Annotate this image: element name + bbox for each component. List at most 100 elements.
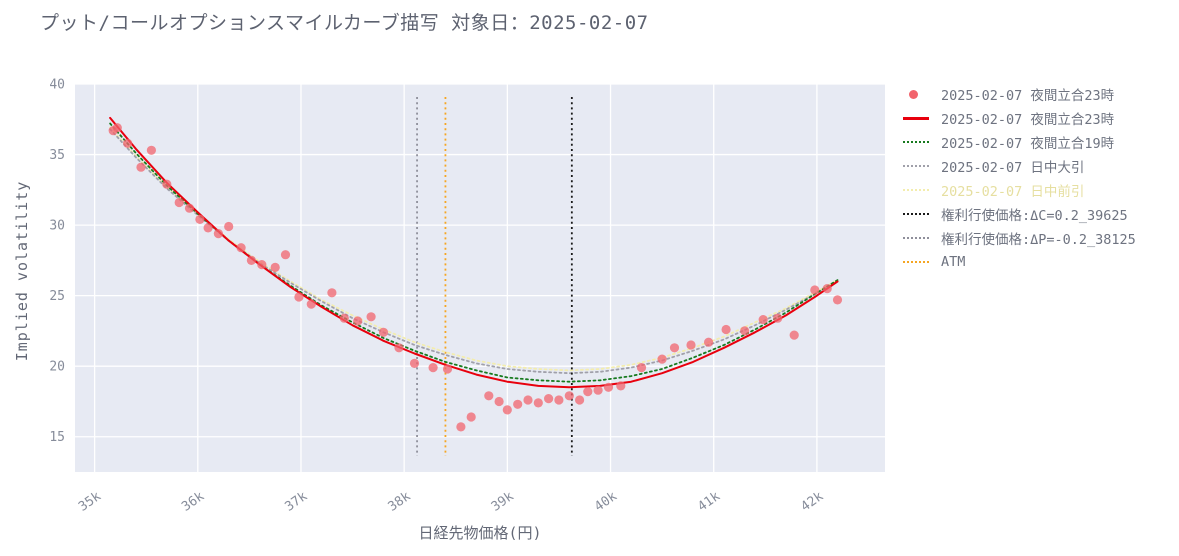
scatter-point — [544, 394, 554, 404]
scatter-point — [773, 313, 783, 323]
scatter-point — [236, 243, 246, 253]
x-tick-label: 42k — [798, 489, 826, 515]
x-axis-label: 日経先物価格(円) — [418, 524, 542, 542]
scatter-point — [123, 138, 133, 148]
y-tick-label: 40 — [49, 78, 65, 93]
scatter-point — [257, 260, 267, 270]
y-tick-label: 25 — [49, 289, 65, 304]
legend-label: 2025-02-07 日中大引 — [941, 160, 1085, 176]
scatter-point — [456, 422, 466, 432]
x-tick-label: 36k — [179, 489, 207, 515]
legend-marker-dotted-icon — [903, 141, 933, 143]
scatter-point — [327, 288, 337, 298]
line-series — [109, 126, 839, 372]
y-tick-label: 20 — [49, 360, 65, 375]
scatter-point — [353, 316, 363, 326]
scatter-point — [657, 354, 667, 364]
scatter-point — [583, 387, 593, 397]
scatter-point — [195, 214, 205, 224]
legend-item: ATM — [903, 250, 1136, 274]
scatter-point — [704, 337, 714, 347]
scatter-point — [294, 292, 304, 302]
page-title: プット/コールオプションスマイルカーブ描写 対象日：2025-02-07 — [40, 12, 649, 34]
scatter-point — [213, 229, 223, 239]
scatter-point — [203, 223, 213, 233]
x-tick-label: 35k — [76, 489, 104, 515]
scatter-point — [789, 330, 799, 340]
y-axis-label: Implied volatility — [13, 180, 31, 362]
scatter-point — [442, 364, 453, 374]
scatter-point — [280, 250, 291, 260]
x-tick-label: 37k — [282, 489, 310, 515]
scatter-point — [810, 285, 820, 295]
scatter-point — [270, 262, 280, 272]
scatter-point — [554, 395, 564, 405]
legend-item: 2025-02-07 夜間立合23時 — [903, 106, 1136, 130]
plot-area — [75, 84, 885, 472]
y-tick-label: 35 — [49, 148, 65, 163]
scatter-point — [428, 363, 438, 373]
scatter-point — [339, 313, 349, 323]
legend-marker-dot-icon — [903, 89, 933, 99]
scatter-point — [616, 381, 626, 391]
legend-item: 権利行使価格:ΔP=-0.2_38125 — [903, 226, 1136, 250]
legend-label: 2025-02-07 夜間立合23時 — [941, 112, 1115, 128]
legend-item: 2025-02-07 夜間立合19時 — [903, 130, 1136, 154]
scatter-point — [758, 315, 768, 325]
scatter-point — [822, 284, 832, 294]
scatter-point — [686, 340, 696, 350]
scatter-point — [136, 162, 146, 172]
scatter-point — [740, 326, 750, 336]
legend-label: 2025-02-07 日中前引 — [941, 184, 1085, 200]
legend-item: 2025-02-07 日中大引 — [903, 154, 1136, 178]
x-tick-label: 39k — [489, 489, 517, 515]
scatter-point — [603, 382, 614, 392]
scatter-point — [502, 405, 512, 415]
scatter-point — [466, 412, 476, 422]
scatter-point — [246, 255, 256, 265]
scatter-point — [409, 358, 420, 368]
scatter-point — [494, 396, 504, 407]
legend-label: 権利行使価格:ΔC=0.2_39625 — [941, 208, 1128, 224]
scatter-point — [224, 221, 234, 232]
scatter-point — [306, 299, 316, 309]
legend-marker-dotted-icon — [903, 189, 933, 191]
legend-item: 2025-02-07 日中前引 — [903, 178, 1136, 202]
x-tick-label: 38k — [386, 489, 414, 515]
legend-label: 2025-02-07 夜間立合19時 — [941, 136, 1115, 152]
scatter-point — [184, 203, 195, 213]
legend-label: ATM — [941, 254, 966, 270]
legend-item: 権利行使価格:ΔC=0.2_39625 — [903, 202, 1136, 226]
scatter-point — [593, 385, 603, 395]
legend-marker-dotted-icon — [903, 261, 933, 263]
scatter-series — [108, 123, 843, 432]
scatter-point — [636, 363, 647, 373]
scatter-point — [533, 398, 543, 408]
legend-label: 2025-02-07 夜間立合23時 — [941, 88, 1115, 104]
legend-label: 権利行使価格:ΔP=-0.2_38125 — [941, 232, 1136, 248]
y-tick-label: 15 — [49, 430, 65, 445]
scatter-point — [721, 324, 731, 335]
scatter-point — [146, 145, 156, 155]
legend-marker-solid-icon — [903, 116, 933, 120]
legend-marker-dotted-icon — [903, 213, 933, 215]
scatter-point — [575, 395, 585, 405]
scatter-point — [162, 179, 172, 189]
scatter-point — [378, 327, 389, 337]
legend-item: 2025-02-07 夜間立合23時 — [903, 82, 1136, 106]
scatter-point — [484, 391, 494, 401]
scatter-point — [832, 295, 843, 305]
line-series — [109, 116, 839, 389]
x-tick-label: 40k — [592, 489, 620, 515]
scatter-point — [394, 343, 404, 353]
scatter-point — [669, 343, 680, 353]
scatter-point — [112, 123, 122, 133]
scatter-point — [523, 395, 533, 405]
scatter-point — [564, 391, 574, 401]
legend-marker-dotted-icon — [903, 165, 933, 167]
legend-marker-dotted-icon — [903, 237, 933, 239]
chart-legend: 2025-02-07 夜間立合23時 2025-02-07 夜間立合23時 2025… — [903, 82, 1136, 274]
y-tick-label: 30 — [49, 219, 65, 234]
scatter-point — [513, 399, 523, 409]
